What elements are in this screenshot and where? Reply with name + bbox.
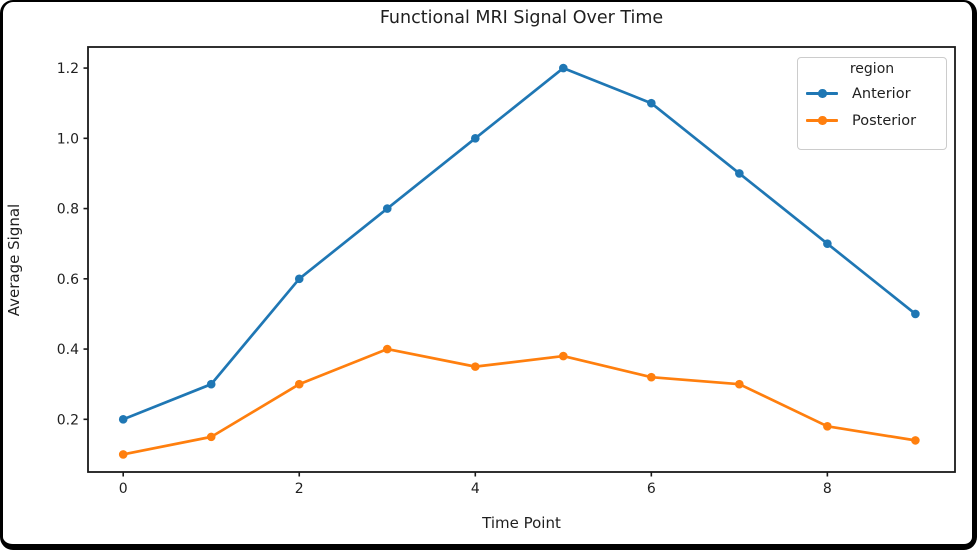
data-point-anterior	[206, 379, 216, 389]
data-point-posterior	[294, 379, 304, 389]
data-point-anterior	[470, 134, 480, 143]
data-point-posterior	[470, 362, 480, 371]
legend-entry-label: Anterior	[852, 85, 911, 102]
y-tick-label: 0.2	[57, 412, 79, 428]
x-axis-label: Time Point	[482, 514, 561, 532]
data-point-anterior	[294, 274, 304, 284]
legend-title: region	[849, 61, 895, 77]
legend-entry-label: Posterior	[852, 112, 917, 129]
x-tick-label: 0	[119, 481, 128, 497]
legend-marker-icon	[806, 116, 838, 126]
data-point-anterior	[911, 309, 920, 319]
data-point-anterior	[118, 415, 128, 424]
data-point-posterior	[823, 422, 832, 431]
data-point-posterior	[382, 344, 392, 354]
data-point-posterior	[118, 450, 128, 459]
series-line-anterior	[121, 66, 917, 421]
legend-entry-posterior: Posterior	[806, 107, 938, 134]
legend-marker-icon	[806, 89, 838, 99]
legend: region Anterior Posterior	[797, 57, 947, 150]
data-point-anterior	[647, 98, 656, 108]
data-point-posterior	[911, 436, 920, 445]
chart-title: Functional MRI Signal Over Time	[379, 8, 664, 28]
data-point-posterior	[647, 372, 656, 382]
data-point-posterior	[206, 432, 216, 442]
data-point-anterior	[559, 63, 568, 73]
y-tick-label: 0.8	[57, 202, 79, 218]
series-line-posterior	[121, 347, 917, 456]
y-tick-label: 0.6	[57, 272, 79, 288]
data-point-posterior	[735, 379, 744, 389]
x-tick-label: 8	[823, 481, 832, 497]
x-tick-label: 6	[647, 481, 656, 497]
data-point-anterior	[735, 169, 744, 178]
data-point-posterior	[559, 351, 568, 361]
data-point-anterior	[823, 239, 832, 248]
y-tick-label: 0.4	[57, 342, 79, 358]
legend-entry-anterior: Anterior	[806, 80, 938, 107]
y-tick-label: 1.2	[57, 61, 79, 77]
y-tick-label: 1.0	[57, 131, 79, 147]
x-tick-label: 2	[295, 481, 304, 497]
data-point-anterior	[382, 204, 392, 213]
axes-spines	[87, 46, 956, 473]
x-tick-label: 4	[471, 481, 480, 497]
